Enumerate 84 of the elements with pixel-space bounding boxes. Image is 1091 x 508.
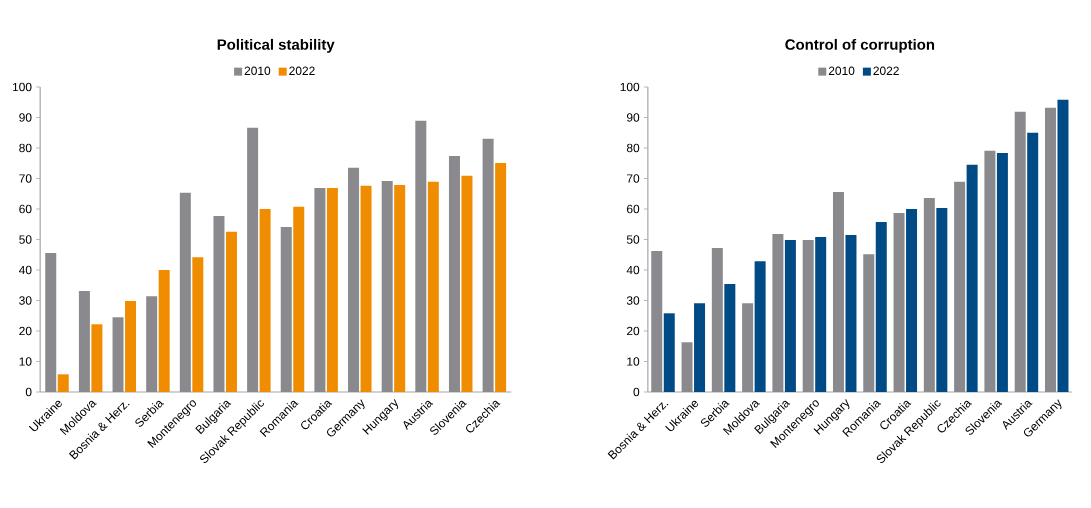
y-tick-label: 80 (626, 143, 640, 153)
y-tick-label: 10 (19, 357, 32, 366)
legend-label: 2022 (873, 66, 899, 76)
bar (415, 120, 427, 392)
bar (360, 185, 372, 392)
bar (724, 284, 736, 392)
bar (936, 208, 948, 392)
y-tick-label: 50 (626, 235, 640, 244)
bar (381, 180, 393, 392)
bar (954, 181, 966, 392)
bar (91, 324, 103, 392)
y-tick-label: 60 (19, 204, 32, 214)
legend-label: 2010 (828, 66, 855, 76)
legend-label: 2022 (289, 66, 315, 76)
bar (815, 237, 827, 392)
y-tick-label: 30 (19, 296, 32, 305)
chart-title: Control of corruption (785, 38, 935, 53)
bar (1027, 132, 1039, 392)
bar (192, 257, 204, 392)
bar (1044, 107, 1056, 392)
bar (906, 209, 918, 392)
bar (45, 252, 57, 392)
y-tick-label: 90 (19, 113, 32, 122)
bar (711, 248, 723, 392)
bar (863, 254, 875, 392)
bar (681, 342, 693, 392)
y-tick-label: 40 (18, 265, 32, 275)
y-tick-label: 0 (25, 387, 32, 397)
bar (146, 296, 158, 392)
bar (225, 231, 237, 392)
bar (802, 240, 814, 392)
bar (875, 222, 887, 392)
bar (784, 240, 796, 392)
y-tick-label: 0 (633, 387, 640, 397)
bar (448, 155, 460, 392)
bar (482, 138, 494, 392)
bar (394, 184, 406, 392)
bar (893, 212, 905, 392)
y-tick-label: 70 (626, 174, 640, 183)
bar (461, 175, 473, 392)
bar (179, 192, 191, 392)
bar (213, 216, 225, 392)
y-tick-label: 20 (19, 326, 32, 336)
bar (78, 291, 90, 392)
bar (923, 198, 935, 392)
bar (495, 162, 507, 392)
bar (427, 181, 439, 392)
bar (293, 206, 305, 392)
y-tick-label: 10 (627, 357, 640, 366)
bar (996, 152, 1008, 392)
bar (984, 150, 996, 392)
bar (112, 317, 124, 392)
y-tick-label: 40 (626, 265, 640, 275)
bar (1057, 99, 1069, 392)
y-tick-label: 80 (19, 143, 32, 153)
bar (772, 234, 784, 392)
legend-label: 2010 (244, 66, 271, 76)
bar (158, 270, 170, 392)
bar (832, 191, 844, 392)
y-tick-label: 70 (19, 174, 32, 183)
bar (125, 301, 137, 392)
y-tick-label: 60 (626, 204, 640, 214)
bar (247, 127, 259, 392)
bar (57, 374, 69, 392)
bar (348, 167, 360, 392)
y-tick-label: 30 (626, 296, 640, 305)
y-tick-label: 90 (626, 113, 640, 122)
y-tick-label: 100 (12, 82, 32, 92)
bar (259, 209, 271, 392)
y-tick-label: 100 (620, 82, 640, 92)
bar (742, 303, 754, 392)
y-tick-label: 50 (19, 235, 32, 244)
bar (651, 251, 663, 392)
chart-title: Political stability (217, 38, 335, 53)
bar (326, 187, 338, 392)
bar (1014, 111, 1026, 392)
bar (966, 164, 978, 392)
y-tick-label: 20 (626, 326, 640, 336)
bar (694, 303, 706, 392)
bar (314, 187, 326, 392)
bar (845, 234, 857, 392)
bar (280, 226, 292, 392)
bar (663, 313, 675, 392)
bar (754, 261, 766, 392)
